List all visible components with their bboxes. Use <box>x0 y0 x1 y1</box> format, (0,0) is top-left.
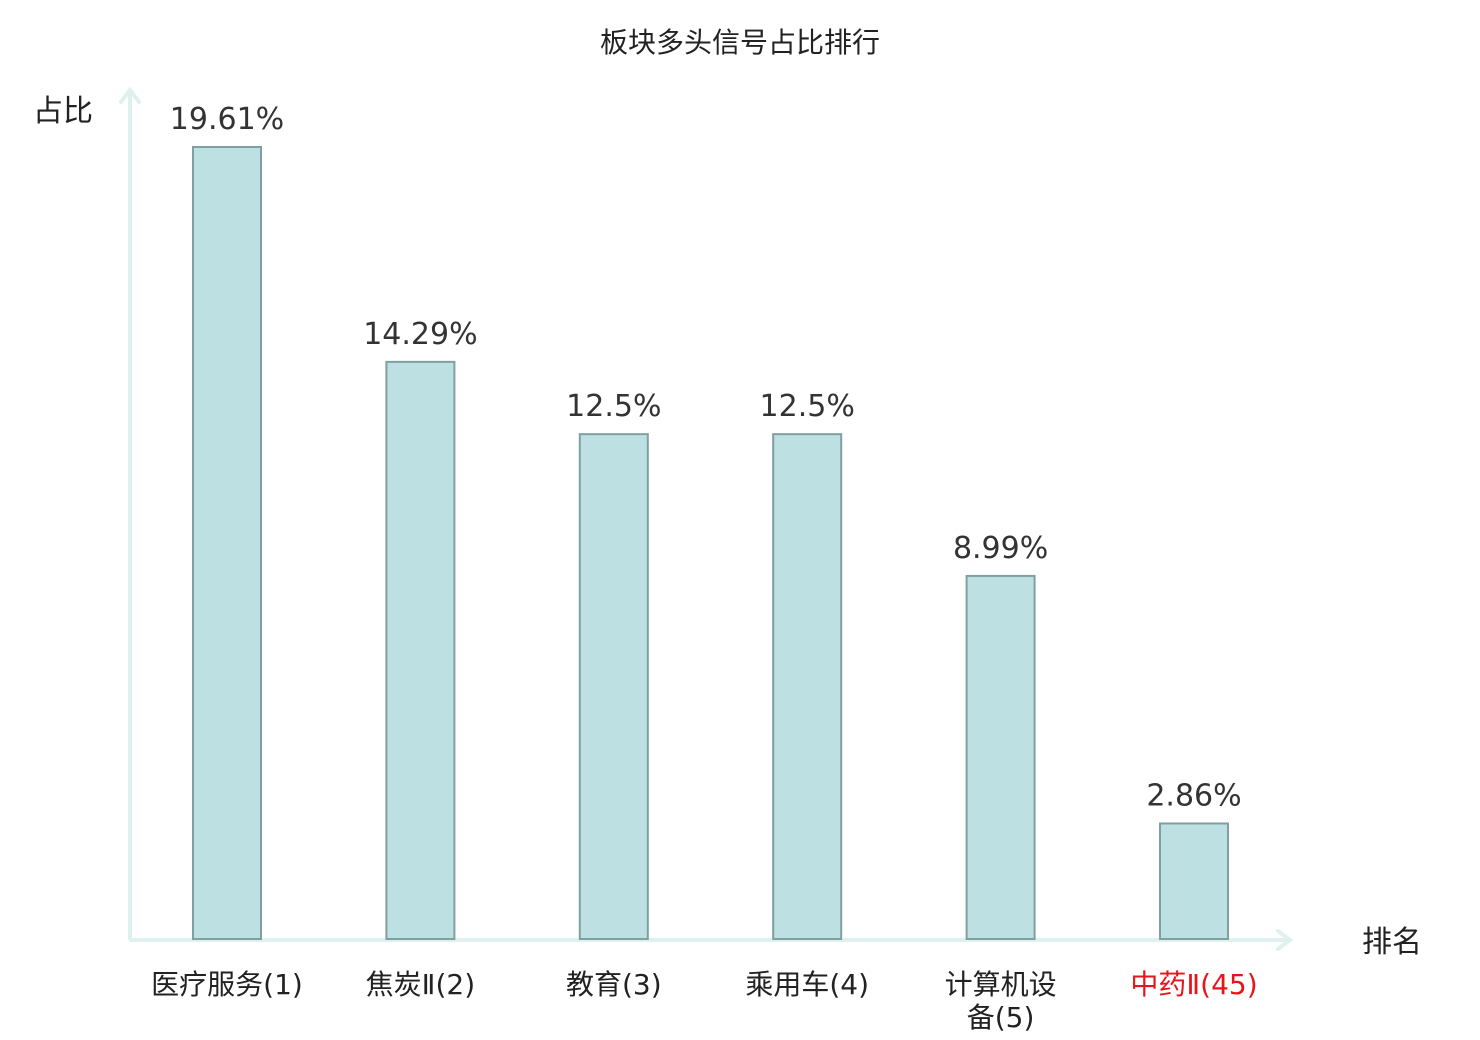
x-axis-arrow <box>1276 929 1294 951</box>
bar <box>965 574 1036 940</box>
x-tick-labels: 医疗服务(1) 焦炭Ⅱ(2) 教育(3) 乘用车(4) 计算机设备(5) 中药Ⅱ(45) <box>151 968 1257 1034</box>
bar <box>772 433 843 940</box>
data-label: 2.86% <box>1146 778 1241 813</box>
x-tick-label: 医疗服务(1) <box>151 968 303 1001</box>
x-axis-label: 排名 <box>1362 925 1422 960</box>
x-tick-label: 教育(3) <box>566 968 662 1001</box>
bar <box>1159 822 1229 940</box>
chart-title: 板块多头信号占比排行 <box>600 26 880 59</box>
data-label: 19.61% <box>170 102 284 137</box>
y-axis-label: 占比 <box>33 94 93 129</box>
x-tick-label: 中药Ⅱ(45) <box>1130 968 1257 1001</box>
axes <box>119 86 1294 951</box>
data-label: 14.29% <box>363 317 477 352</box>
x-tick-label: 焦炭Ⅱ(2) <box>366 968 475 1001</box>
y-axis-arrow <box>119 86 141 104</box>
x-tick-label: 计算机设备(5) <box>945 968 1057 1034</box>
data-label: 12.5% <box>760 389 855 424</box>
x-tick-label: 乘用车(4) <box>745 968 869 1001</box>
bars <box>192 146 1229 940</box>
data-label: 8.99% <box>953 531 1048 566</box>
bar <box>578 433 649 940</box>
bar <box>192 146 262 940</box>
data-label: 12.5% <box>566 389 661 424</box>
data-labels: 19.61% 14.29% 12.5% 12.5% 8.99% 2.86% <box>170 102 1242 813</box>
bar <box>385 360 456 940</box>
